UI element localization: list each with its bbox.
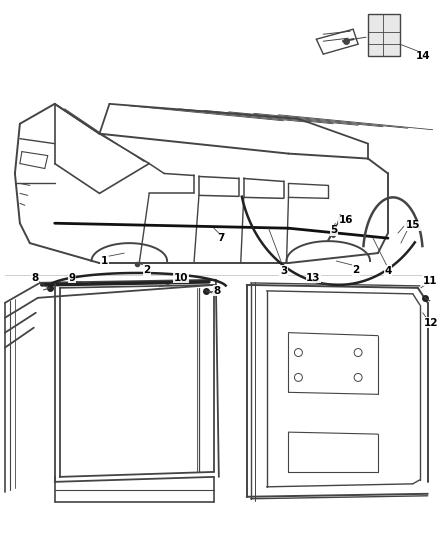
- Text: 4: 4: [384, 266, 392, 276]
- Text: 2: 2: [144, 265, 151, 275]
- Text: 7: 7: [217, 233, 225, 243]
- Text: 6: 6: [404, 220, 411, 230]
- Text: 15: 15: [406, 220, 420, 230]
- FancyBboxPatch shape: [368, 14, 400, 56]
- Text: 5: 5: [331, 225, 338, 235]
- Text: 8: 8: [213, 286, 220, 296]
- Text: 10: 10: [174, 273, 188, 283]
- Text: 11: 11: [423, 276, 437, 286]
- Text: 12: 12: [424, 318, 438, 328]
- Text: 13: 13: [306, 273, 321, 283]
- Text: 8: 8: [31, 273, 39, 283]
- Text: 3: 3: [280, 266, 287, 276]
- Text: 1: 1: [101, 256, 108, 266]
- Text: 14: 14: [416, 51, 430, 61]
- Text: 16: 16: [339, 215, 353, 225]
- Text: 2: 2: [353, 265, 360, 275]
- Text: 9: 9: [68, 273, 75, 283]
